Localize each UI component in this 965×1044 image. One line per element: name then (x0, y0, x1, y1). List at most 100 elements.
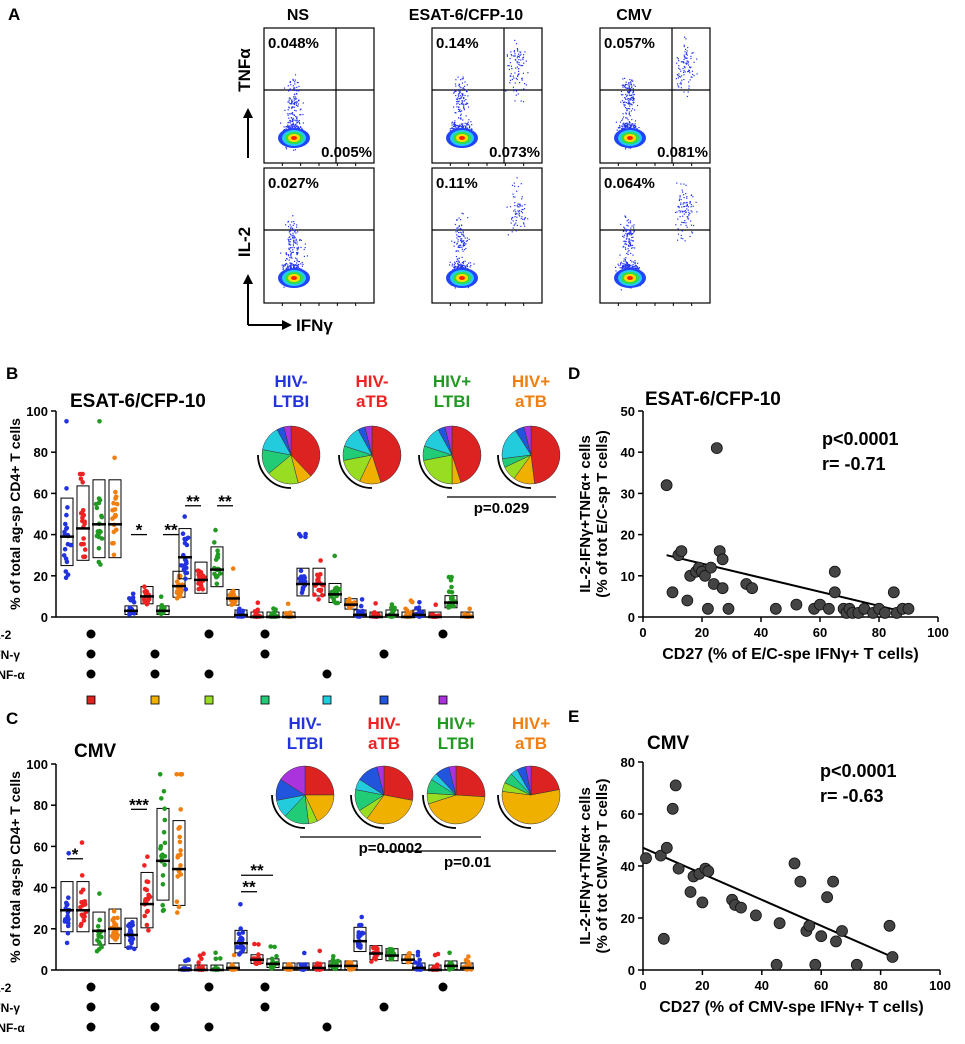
flow-event (463, 107, 465, 109)
data-point (142, 899, 148, 904)
data-point (672, 862, 685, 875)
flow-event (684, 202, 686, 204)
data-point (302, 950, 307, 956)
flow-event (524, 217, 527, 219)
pie-slice (383, 765, 414, 801)
flow-event (297, 266, 299, 268)
flow-event (296, 116, 298, 118)
flow-event (518, 59, 520, 61)
flow-event (511, 78, 513, 81)
flow-event (296, 224, 298, 226)
flow-event (463, 104, 465, 106)
flow-event (624, 97, 626, 99)
flow-row1-axis-label: TNFα (235, 48, 254, 92)
flow-event (293, 221, 295, 223)
flow-event (524, 225, 526, 227)
flow-event (461, 248, 463, 250)
pie-arc (350, 794, 385, 829)
pie-slice (304, 765, 335, 796)
data-point (770, 958, 783, 971)
data-point (112, 455, 117, 461)
flow-event (626, 124, 629, 126)
y-tick-label: 0 (628, 610, 635, 625)
data-point (702, 602, 714, 615)
data-point (114, 501, 120, 507)
flow-row2-arrowhead-x (282, 320, 292, 330)
flow-event (629, 266, 631, 269)
flow-event (625, 261, 627, 263)
flow-event (291, 107, 293, 109)
flow-event (280, 252, 282, 254)
flow-event (463, 240, 465, 242)
data-point (65, 930, 71, 936)
data-point (182, 557, 188, 563)
flow-event (287, 127, 289, 129)
flow-event (683, 183, 685, 185)
flow-event (631, 85, 633, 87)
data-point (274, 953, 279, 959)
flow-event (291, 125, 293, 128)
flow-event (514, 53, 516, 55)
flow-event (294, 123, 296, 125)
flow-event (627, 102, 629, 105)
pie-slice (423, 454, 453, 485)
data-point (298, 568, 304, 573)
flow-event (619, 267, 621, 269)
flow-event (521, 196, 523, 198)
data-point (113, 937, 118, 942)
flow-event (634, 120, 637, 122)
data-point (158, 594, 164, 599)
flow-event (625, 216, 627, 218)
flow-event (467, 268, 469, 270)
data-point (666, 586, 679, 599)
flow-event (471, 124, 473, 126)
flow-event (630, 245, 632, 247)
flow-event (299, 238, 301, 241)
flow-event (628, 100, 630, 102)
flow-event (621, 267, 623, 270)
data-point (162, 806, 167, 811)
flow-event (294, 231, 296, 233)
data-point (64, 512, 69, 518)
flow-event (304, 243, 306, 245)
flow-event (684, 210, 686, 212)
flow-event (627, 225, 629, 227)
data-point (130, 936, 136, 942)
flow-event (461, 126, 463, 128)
flow-event (684, 51, 686, 53)
flow-event (297, 89, 299, 91)
data-point (174, 899, 180, 904)
data-point (359, 914, 365, 920)
flow-event (469, 266, 471, 268)
flow-event (631, 236, 633, 239)
flow-event (637, 267, 639, 269)
flow-event (626, 117, 628, 119)
data-point (879, 607, 891, 619)
flow-event (459, 265, 461, 267)
data-point (162, 862, 167, 867)
flow-density-core (614, 128, 646, 148)
flow-event (290, 120, 292, 122)
flow-event (629, 245, 631, 247)
flow-event (513, 182, 515, 184)
flow-event (688, 69, 690, 71)
flow-event (283, 129, 285, 131)
pie-pvalue: p=0.01 (444, 854, 491, 871)
flow-event (628, 103, 630, 105)
flow-event (681, 230, 683, 232)
flow-event (463, 103, 465, 105)
pie-label: HIV+ (512, 714, 550, 733)
flow-event (629, 244, 631, 246)
flow-event (696, 73, 698, 75)
flow-event (682, 203, 684, 205)
flow-event (293, 237, 295, 239)
flow-event (521, 79, 523, 81)
data-point (81, 918, 87, 923)
data-point (66, 851, 71, 856)
significance-stars: ** (250, 861, 264, 880)
flow-event (690, 55, 692, 57)
flow-event (621, 119, 623, 121)
cytokine-dot (86, 1022, 96, 1032)
flow-event (463, 235, 465, 237)
flow-event (678, 67, 680, 69)
